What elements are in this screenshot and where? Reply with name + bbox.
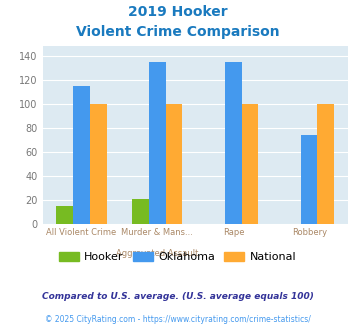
Text: Rape: Rape [223,228,244,237]
Bar [73,86,90,224]
Bar [301,135,317,224]
Text: All Violent Crime: All Violent Crime [46,228,116,237]
Text: Compared to U.S. average. (U.S. average equals 100): Compared to U.S. average. (U.S. average … [42,292,313,301]
Bar [317,104,334,224]
Text: Murder & Mans...: Murder & Mans... [121,228,193,237]
Bar [56,206,73,224]
Text: Violent Crime Comparison: Violent Crime Comparison [76,25,279,39]
Bar [225,62,241,224]
Text: Robbery: Robbery [292,228,327,237]
Legend: Hooker, Oklahoma, National: Hooker, Oklahoma, National [54,248,301,267]
Bar [241,104,258,224]
Bar [132,199,149,224]
Text: 2019 Hooker: 2019 Hooker [128,5,227,19]
Text: Aggravated Assault: Aggravated Assault [116,249,198,258]
Text: © 2025 CityRating.com - https://www.cityrating.com/crime-statistics/: © 2025 CityRating.com - https://www.city… [45,315,310,324]
Bar [90,104,106,224]
Bar [166,104,182,224]
Bar [149,62,166,224]
